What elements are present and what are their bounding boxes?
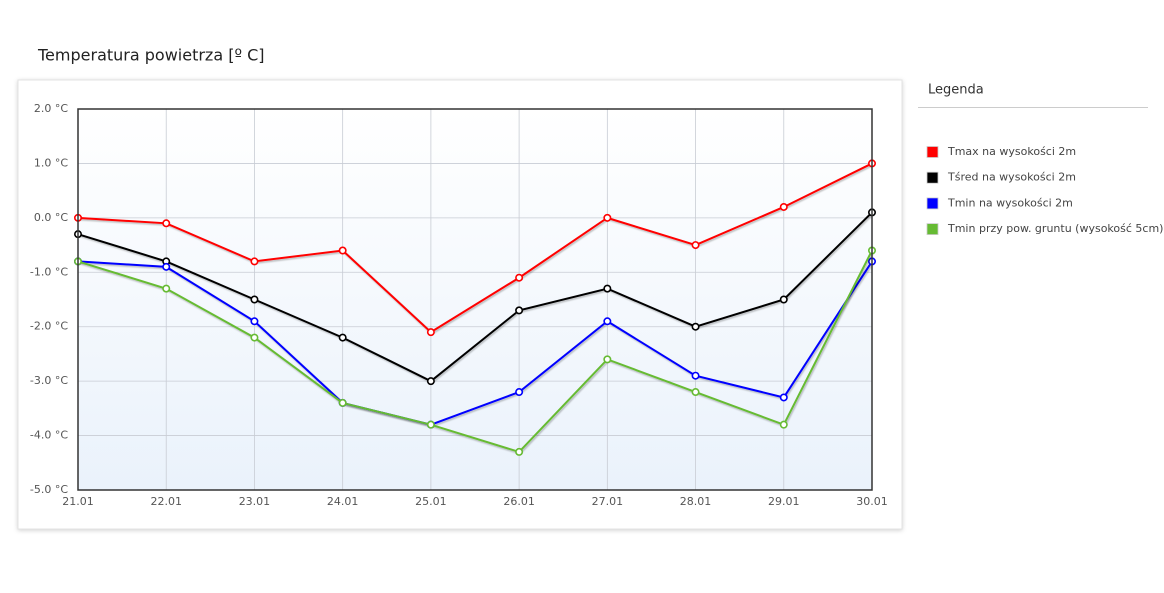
point bbox=[603, 213, 612, 222]
point bbox=[338, 246, 347, 255]
plot-area bbox=[78, 109, 872, 490]
point bbox=[691, 388, 700, 397]
x-tick-label: 30.01 bbox=[856, 495, 888, 508]
point bbox=[603, 355, 612, 364]
point bbox=[338, 398, 347, 407]
point bbox=[162, 262, 171, 271]
point bbox=[691, 241, 700, 250]
y-tick-label: -4.0 °C bbox=[30, 429, 68, 442]
point bbox=[250, 333, 259, 342]
legend-swatch bbox=[926, 171, 939, 184]
point bbox=[515, 306, 524, 315]
point bbox=[779, 295, 788, 304]
point bbox=[426, 377, 435, 386]
legend-label: Tmin przy pow. gruntu (wysokość 5cm) bbox=[947, 222, 1163, 235]
y-tick-label: 1.0 °C bbox=[34, 156, 68, 169]
y-tick-label: 2.0 °C bbox=[34, 102, 68, 115]
point bbox=[603, 284, 612, 293]
legend-swatch bbox=[926, 223, 939, 236]
legend-swatch bbox=[926, 197, 939, 210]
legend-label: Tśred na wysokości 2m bbox=[947, 171, 1076, 184]
point bbox=[426, 420, 435, 429]
series-line bbox=[77, 162, 873, 334]
point bbox=[515, 447, 524, 456]
point bbox=[515, 388, 524, 397]
point bbox=[603, 317, 612, 326]
y-tick-label: -2.0 °C bbox=[30, 320, 68, 333]
x-tick-label: 24.01 bbox=[327, 495, 359, 508]
legend-label: Tmin na wysokości 2m bbox=[947, 196, 1073, 209]
legend-title: Legenda bbox=[928, 83, 984, 98]
series-line bbox=[77, 250, 873, 454]
y-tick-label: -1.0 °C bbox=[30, 265, 68, 278]
x-tick-label: 25.01 bbox=[415, 495, 447, 508]
x-tick-label: 29.01 bbox=[768, 495, 800, 508]
x-tick-label: 23.01 bbox=[239, 495, 271, 508]
plot-border bbox=[77, 108, 873, 491]
y-tick-label: -5.0 °C bbox=[30, 483, 68, 496]
point bbox=[691, 371, 700, 380]
legend-label: Tmax na wysokości 2m bbox=[947, 145, 1076, 158]
point bbox=[250, 257, 259, 266]
point bbox=[691, 322, 700, 331]
point bbox=[338, 333, 347, 342]
point bbox=[426, 328, 435, 337]
point bbox=[779, 202, 788, 211]
series-line bbox=[77, 260, 873, 426]
legend-swatch bbox=[926, 146, 939, 158]
point bbox=[250, 317, 259, 326]
point bbox=[162, 284, 171, 293]
chart-title: Temperatura powietrza [º C] bbox=[37, 46, 265, 65]
x-tick-label: 26.01 bbox=[503, 495, 535, 508]
point bbox=[515, 273, 524, 282]
point bbox=[779, 393, 788, 402]
point bbox=[250, 295, 259, 304]
point bbox=[162, 219, 171, 228]
x-tick-label: 22.01 bbox=[150, 495, 182, 508]
point bbox=[779, 420, 788, 429]
x-tick-label: 27.01 bbox=[592, 495, 624, 508]
legend: Tmax na wysokości 2m Tśred na wysokości 2… bbox=[926, 145, 1163, 236]
lines bbox=[74, 159, 876, 456]
series-line bbox=[77, 211, 873, 383]
x-tick-label: 28.01 bbox=[680, 495, 712, 508]
y-tick-label: 0.0 °C bbox=[34, 211, 68, 224]
x-tick-label: 21.01 bbox=[62, 495, 94, 508]
y-tick-label: -3.0 °C bbox=[30, 374, 68, 387]
